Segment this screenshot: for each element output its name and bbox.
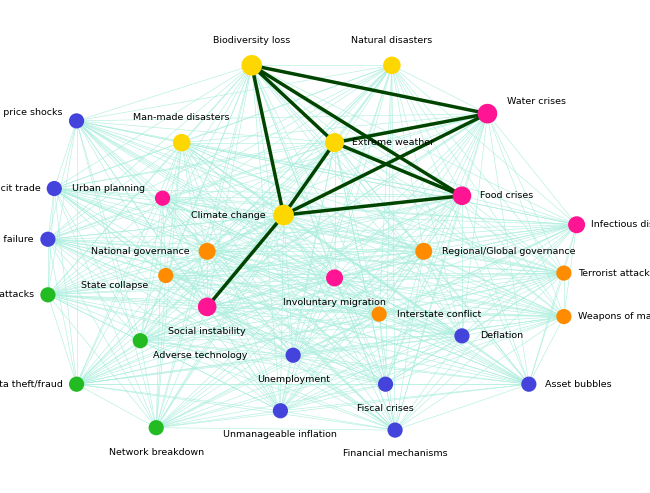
Text: Financial mechanisms: Financial mechanisms [343, 450, 447, 458]
Text: Natural disasters: Natural disasters [351, 36, 432, 45]
Point [457, 332, 467, 340]
Text: Interstate conflict: Interstate conflict [397, 310, 481, 318]
Point [161, 272, 171, 280]
Point [419, 247, 429, 255]
Point [49, 184, 60, 192]
Point [43, 235, 53, 243]
Point [390, 426, 400, 434]
Text: Adverse technology: Adverse technology [153, 351, 248, 360]
Text: Data theft/fraud: Data theft/fraud [0, 380, 62, 388]
Text: State collapse: State collapse [81, 281, 148, 290]
Point [524, 380, 534, 388]
Text: Biodiversity loss: Biodiversity loss [213, 36, 291, 45]
Point [246, 61, 257, 69]
Point [72, 380, 82, 388]
Text: Weapons of mass destruction: Weapons of mass destruction [578, 312, 650, 321]
Point [457, 192, 467, 200]
Point [278, 211, 289, 219]
Point [330, 274, 340, 282]
Point [374, 310, 384, 318]
Point [157, 194, 168, 202]
Text: Unmanageable inflation: Unmanageable inflation [224, 430, 337, 439]
Text: Involuntary migration: Involuntary migration [283, 298, 386, 307]
Point [571, 221, 582, 229]
Text: National governance: National governance [91, 247, 189, 256]
Point [177, 139, 187, 146]
Text: Deflation: Deflation [480, 331, 523, 340]
Point [275, 407, 285, 415]
Text: Asset bubbles: Asset bubbles [545, 380, 612, 388]
Point [482, 110, 493, 118]
Text: Terrorist attacks: Terrorist attacks [578, 269, 650, 278]
Text: Cyber attacks: Cyber attacks [0, 290, 34, 299]
Text: Fiscal crises: Fiscal crises [357, 403, 414, 413]
Point [151, 423, 161, 432]
Point [72, 117, 82, 125]
Point [288, 351, 298, 359]
Point [202, 303, 213, 311]
Point [559, 313, 569, 320]
Point [43, 291, 53, 299]
Point [202, 247, 213, 255]
Text: Infectious diseases: Infectious diseases [591, 220, 650, 229]
Text: Climate change: Climate change [191, 211, 266, 219]
Point [135, 337, 146, 345]
Text: Food crises: Food crises [480, 191, 533, 200]
Text: Water crises: Water crises [506, 97, 566, 106]
Point [559, 269, 569, 277]
Text: Urban planning: Urban planning [72, 184, 145, 193]
Text: Regional/Global governance: Regional/Global governance [441, 247, 575, 256]
Text: Energy price shocks: Energy price shocks [0, 107, 62, 117]
Text: Illicit trade: Illicit trade [0, 184, 40, 193]
Point [330, 139, 340, 146]
Text: Man-made disasters: Man-made disasters [133, 113, 230, 122]
Point [387, 61, 397, 69]
Text: Network breakdown: Network breakdown [109, 448, 203, 457]
Text: Extreme weather: Extreme weather [352, 138, 434, 147]
Text: Infrastructure failure: Infrastructure failure [0, 235, 34, 244]
Text: Unemployment: Unemployment [257, 375, 330, 384]
Point [380, 380, 391, 388]
Text: Social instability: Social instability [168, 327, 246, 336]
